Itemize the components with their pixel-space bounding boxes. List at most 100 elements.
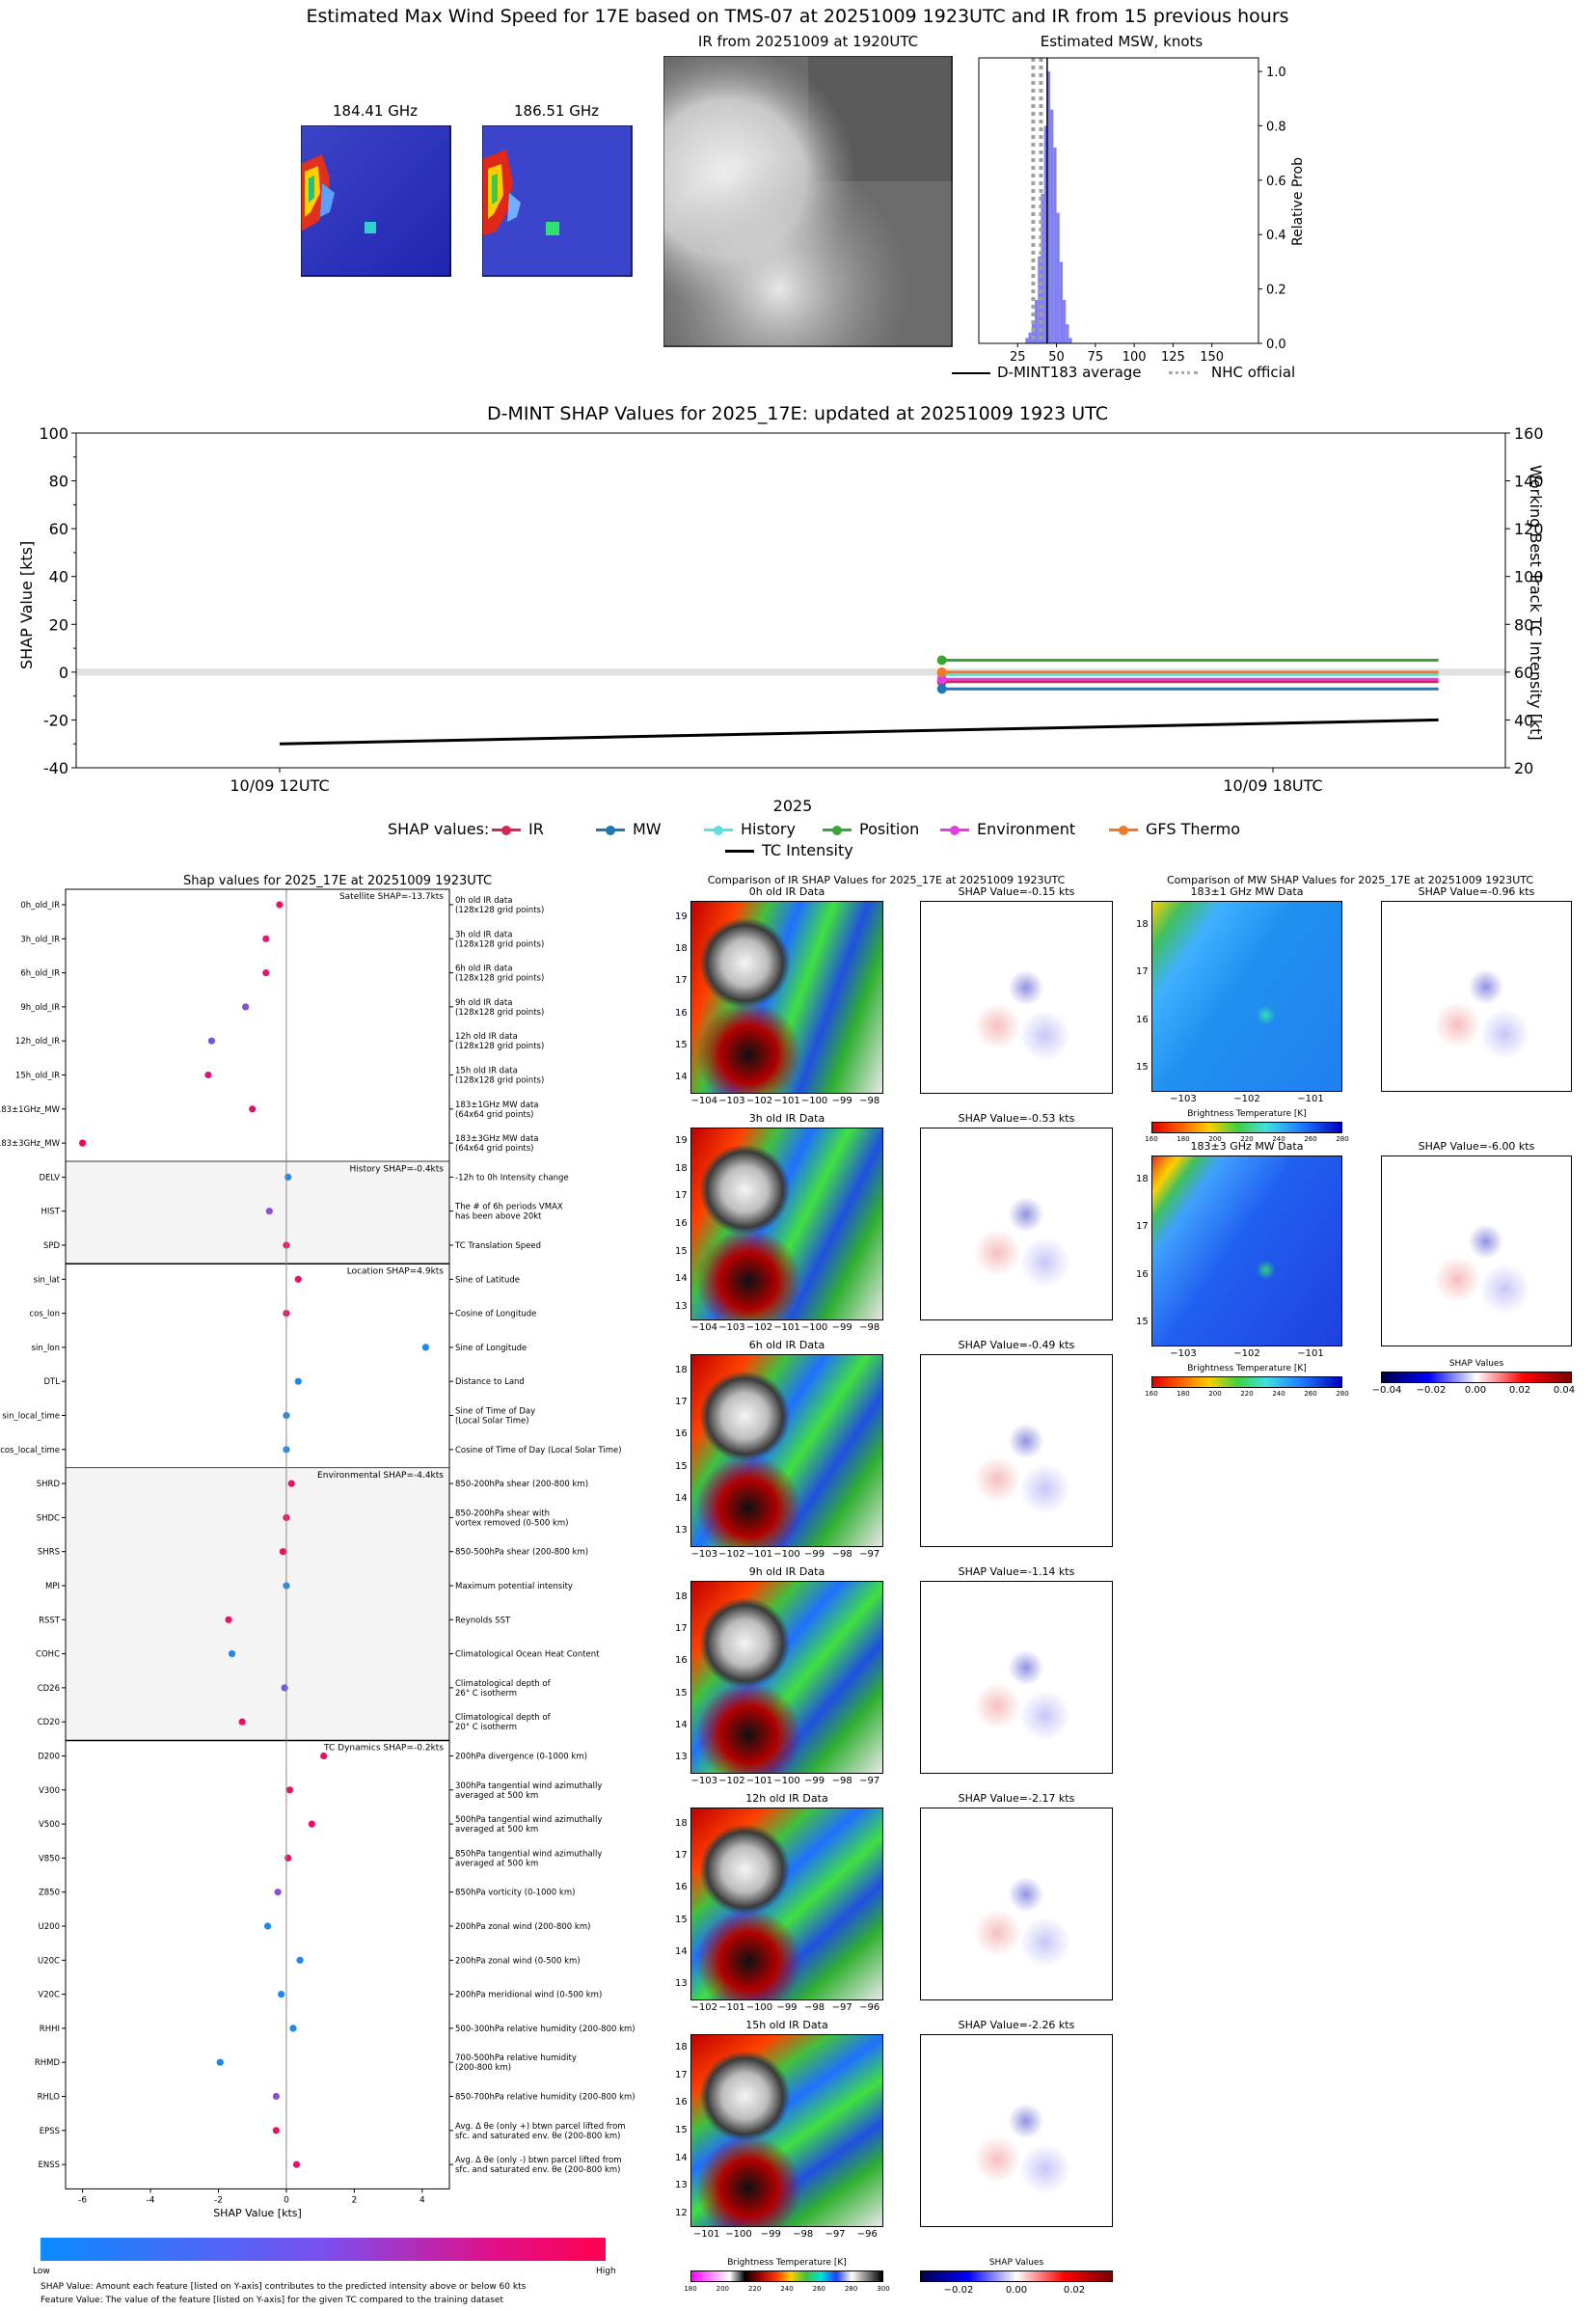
shap-feature-desc: 200hPa meridional wind (0-500 km): [455, 1991, 602, 2000]
ir-data-panel-xtick: −98: [793, 2229, 814, 2240]
ts-y2tick: 120: [1514, 520, 1544, 538]
shap-point: [281, 1684, 288, 1692]
shap-feature-name: DTL: [44, 1377, 61, 1387]
msw-xtick: 150: [1200, 350, 1224, 365]
ir-data-panel-xtick: −98: [859, 1096, 880, 1106]
shap-point: [238, 1718, 246, 1726]
ir-data-panel-xtick: −102: [745, 1322, 773, 1333]
ir-shap-colorbar-tick: −0.02: [943, 2285, 974, 2296]
ir-data-panel-xtick: −99: [804, 1776, 825, 1786]
ir-shap-panel: [920, 2034, 1113, 2227]
shap-feature-desc: (128x128 grid points): [455, 1008, 544, 1018]
ir-shap-colorbar: [920, 2270, 1113, 2282]
ir-data-panel-ytick: 14: [675, 2152, 688, 2163]
shap-feature-desc: 500hPa tangential wind azimuthally: [455, 1815, 602, 1825]
shap-xtick: -2: [214, 2195, 223, 2205]
ir-compare-title: Comparison of IR SHAP Values for 2025_17…: [707, 874, 1066, 886]
shap-feature-desc: 700-500hPa relative humidity: [455, 2053, 577, 2063]
shap-feature-plot: Satellite SHAP=-13.7kts 0h_old_IR 0h old I…: [0, 888, 636, 2205]
shap-feature-name: CD20: [38, 1718, 60, 1727]
shap-feature-desc: 12h old IR data: [455, 1032, 518, 1042]
ir-data-panel-title: 9h old IR Data: [748, 1565, 825, 1578]
mw-colorbar-tick: 180: [1177, 1135, 1190, 1143]
mw-colorbar-tick: 180: [1177, 1390, 1190, 1398]
mw-colorbar-tick: 260: [1304, 1135, 1317, 1143]
shap-feature-name: sin_local_time: [2, 1412, 60, 1422]
msw-bar: [1053, 148, 1057, 343]
mw1-title: 184.41 GHz: [332, 102, 419, 120]
shap-feature-desc: Cosine of Longitude: [455, 1310, 536, 1319]
ir-data-panel-ytick: 16: [675, 1007, 688, 1019]
shap-feature-desc: averaged at 500 km: [455, 1859, 538, 1868]
main-title: Estimated Max Wind Speed for 17E based o…: [306, 6, 1289, 27]
msw-xtick: 125: [1161, 350, 1185, 365]
msw-bar: [1043, 125, 1047, 343]
msw-bar: [1059, 261, 1063, 343]
legend-dmint-line: [952, 372, 990, 374]
ir-shap-panel: [920, 901, 1113, 1094]
ir-data-panel-xtick: −98: [804, 2002, 825, 2013]
mw-compare-title: Comparison of MW SHAP Values for 2025_17…: [1166, 874, 1534, 886]
shap-feature-desc: Climatological depth of: [455, 1679, 552, 1689]
colorbar-high: High: [596, 2267, 616, 2276]
mw-shap-colorbar-tick: −0.02: [1416, 1385, 1447, 1396]
ir-data-panel: [690, 1808, 883, 2000]
ir-data-panel-xtick: −99: [804, 1549, 825, 1560]
shap-feature-name: SHRS: [38, 1548, 60, 1558]
ts-ytick: 100: [39, 424, 68, 443]
legend-label: History: [741, 820, 796, 838]
ir-data-panel-xtick: −102: [718, 1776, 745, 1786]
mw-data-panel-xtick: −103: [1170, 1094, 1197, 1104]
mw-colorbar-tick: 280: [1336, 1390, 1349, 1398]
shap-point: [249, 1105, 257, 1113]
mw-data-panel-ytick: 15: [1136, 1317, 1149, 1328]
ir-data-panel: [690, 2034, 883, 2227]
ir-shap-panel-title: SHAP Value=-1.14 kts: [958, 1565, 1075, 1578]
mw-colorbar-tick: 200: [1208, 1390, 1222, 1398]
shap-xtick: 0: [284, 2195, 289, 2205]
ts-xlabel: 2025: [772, 797, 813, 815]
shap-feature-desc: Cosine of Time of Day (Local Solar Time): [455, 1446, 622, 1455]
shap-feature-desc: 20° C isotherm: [455, 1723, 517, 1732]
ir-data-panel-ytick: 19: [675, 911, 688, 922]
mw-brightness-colorbar: [1151, 1376, 1342, 1388]
shap-panel-title: Shap values for 2025_17E at 20251009 192…: [182, 874, 493, 888]
ts-ytick: -40: [43, 759, 68, 777]
ir-data-panel-xtick: −97: [825, 2229, 846, 2240]
mw-data-panel-xtick: −102: [1233, 1094, 1260, 1104]
ts-legend-item: GFS Thermo: [1109, 820, 1240, 838]
shap-feature-desc: 850-700hPa relative humidity (200-800 km…: [455, 2093, 636, 2103]
shap-feature-desc: 850-200hPa shear with: [455, 1509, 550, 1518]
mw-compare-grid: 183±1 GHz MW Data 18 17 16 15 −103 −102 −101 SHA…: [1136, 885, 1596, 1427]
msw-ytick: 0.2: [1266, 284, 1286, 298]
ir-data-panel-xtick: −98: [831, 1776, 852, 1786]
ts-legend-prefix: SHAP values:: [388, 820, 490, 838]
shap-feature-desc: 183±3GHz MW data: [455, 1134, 538, 1144]
shap-point: [204, 1071, 212, 1079]
ir-data-panel-title: 3h old IR Data: [748, 1112, 825, 1125]
ts-xtick: 10/09 12UTC: [230, 776, 329, 795]
ir-data-panel-xtick: −101: [773, 1096, 800, 1106]
ir-data-panel-ytick: 18: [675, 1817, 688, 1829]
shap-feature-name: RSST: [39, 1616, 61, 1625]
ir-data-panel-ytick: 12: [675, 2207, 688, 2218]
mw-data-panel-ytick: 15: [1136, 1062, 1149, 1074]
shap-feature-desc: Sine of Longitude: [455, 1344, 527, 1353]
ir-data-panel-xtick: −101: [718, 2002, 745, 2013]
shap-feature-desc: sfc. and saturated env. θe (200-800 km): [455, 2165, 621, 2175]
shap-point: [284, 1854, 292, 1862]
shap-note-1: SHAP Value: Amount each feature [listed …: [41, 2282, 527, 2292]
shap-feature-desc: (Local Solar Time): [455, 1417, 529, 1427]
ts-y2tick: 20: [1514, 759, 1533, 777]
mw-data-panel: [1151, 901, 1342, 1092]
ir-data-panel-ytick: 15: [675, 1245, 688, 1257]
ts-point: [936, 655, 947, 666]
ir-compare-grid: 0h old IR Data 19 18 17 16 15 14 −104 −103 −102 −1…: [665, 885, 1128, 2305]
ir-data-panel-ytick: 15: [675, 1040, 688, 1050]
shap-feature-desc: (64x64 grid points): [455, 1110, 533, 1120]
shap-point: [272, 2092, 280, 2101]
ts-ytick: 20: [49, 615, 68, 634]
mw-data-panel-xtick: −102: [1233, 1348, 1260, 1359]
mw-shap-colorbar-tick: −0.04: [1371, 1385, 1402, 1396]
shap-point: [274, 1889, 282, 1896]
